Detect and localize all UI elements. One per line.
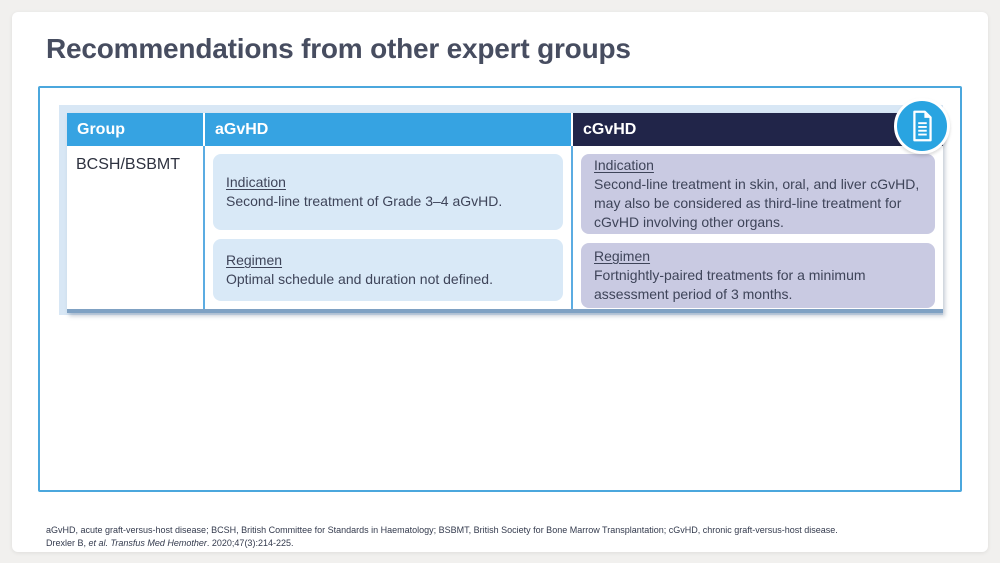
cell-cgvhd: Indication Second-line treatment in skin…: [573, 146, 943, 309]
citation-line: Drexler B, et al. Transfus Med Hemother.…: [46, 537, 838, 550]
cgvhd-indication-text: Second-line treatment in skin, oral, and…: [594, 175, 920, 231]
table-header-row: Group aGvHD cGvHD: [67, 113, 943, 146]
citation-prefix: Drexler B,: [46, 538, 89, 548]
cgvhd-regimen-box: Regimen Fortnightly-paired treatments fo…: [581, 243, 935, 309]
citation-suffix: . 2020;47(3):214-225.: [206, 538, 294, 548]
content-panel: Group aGvHD cGvHD BCSH/BSBMT Indication …: [38, 86, 962, 492]
document-icon: [913, 110, 932, 142]
group-name: BCSH/BSBMT: [76, 156, 181, 173]
document-badge-button[interactable]: [894, 98, 950, 154]
agvhd-indication-text: Second-line treatment of Grade 3–4 aGvHD…: [226, 193, 503, 209]
table-body-row: BCSH/BSBMT Indication Second-line treatm…: [67, 146, 943, 309]
recommendations-table: Group aGvHD cGvHD BCSH/BSBMT Indication …: [67, 113, 943, 313]
agvhd-regimen-box: Regimen Optimal schedule and duration no…: [213, 239, 563, 301]
cgvhd-regimen-text: Fortnightly-paired treatments for a mini…: [594, 267, 866, 303]
slide-card: Recommendations from other expert groups…: [12, 12, 988, 552]
cell-group: BCSH/BSBMT: [67, 146, 203, 309]
agvhd-regimen-text: Optimal schedule and duration not define…: [226, 271, 493, 287]
citation-italic: et al. Transfus Med Hemother: [88, 538, 207, 548]
column-header-group: Group: [67, 113, 203, 146]
column-header-agvhd: aGvHD: [205, 113, 571, 146]
slide-title: Recommendations from other expert groups: [46, 33, 631, 64]
agvhd-regimen-label: Regimen: [226, 251, 283, 268]
agvhd-indication-box: Indication Second-line treatment of Grad…: [213, 154, 563, 230]
cgvhd-indication-box: Indication Second-line treatment in skin…: [581, 154, 935, 234]
cgvhd-indication-label: Indication: [594, 156, 654, 173]
abbreviations-line: aGvHD, acute graft-versus-host disease; …: [46, 525, 838, 535]
cgvhd-regimen-label: Regimen: [594, 248, 651, 264]
agvhd-indication-label: Indication: [226, 173, 286, 190]
column-header-cgvhd: cGvHD: [573, 113, 943, 146]
footnote: aGvHD, acute graft-versus-host disease; …: [46, 524, 838, 550]
cell-agvhd: Indication Second-line treatment of Grad…: [205, 146, 571, 309]
